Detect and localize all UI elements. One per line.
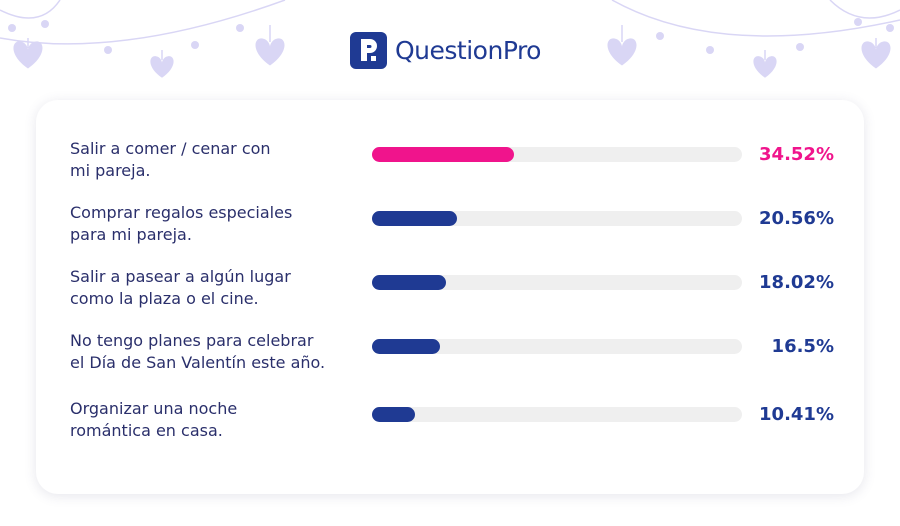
garland-string (0, 0, 61, 19)
bar (372, 407, 415, 422)
bar-track (372, 407, 742, 422)
bar-value-label: 18.02% (759, 272, 834, 293)
garland-bead (706, 46, 714, 54)
garland-right (607, 0, 900, 78)
logo-text: QuestionPro (395, 35, 541, 65)
bar-category-label: Salir a pasear a algún lugar como la pla… (70, 267, 291, 308)
questionpro-logo: QuestionPro (350, 31, 541, 69)
heart-icon (861, 41, 891, 69)
bar (372, 275, 446, 290)
garland-bead (796, 43, 804, 51)
garland-bead (41, 20, 49, 28)
heart-icon (13, 41, 43, 69)
chart-row: Salir a pasear a algún lugar como la pla… (36, 266, 864, 316)
heart-icon (753, 56, 777, 78)
bar-value-label: 20.56% (759, 208, 834, 229)
bar-track (372, 147, 742, 162)
chart-row: Comprar regalos especiales para mi parej… (36, 202, 864, 252)
bar-value-label: 34.52% (759, 144, 834, 165)
chart-row: Salir a comer / cenar con mi pareja. 34.5… (36, 138, 864, 188)
bar-value-label: 16.5% (771, 336, 834, 357)
bar-category-label: Salir a comer / cenar con mi pareja. (70, 139, 271, 180)
bar (372, 147, 514, 162)
bar-category-label: Comprar regalos especiales para mi parej… (70, 203, 293, 244)
results-card: Salir a comer / cenar con mi pareja. 34.5… (36, 100, 864, 494)
garland-bead (8, 24, 16, 32)
garland-string (0, 0, 286, 45)
garland-bead (854, 18, 862, 26)
chart-row: No tengo planes para celebrar el Día de … (36, 330, 864, 380)
heart-icon (255, 38, 285, 66)
garland-string (829, 0, 900, 19)
heart-icon (607, 38, 637, 66)
bar-category-label: No tengo planes para celebrar el Día de … (70, 331, 326, 372)
bar-category-label: Organizar una noche romántica en casa. (70, 399, 238, 440)
garland-bead (236, 24, 244, 32)
garland-bead (104, 46, 112, 54)
bar-value-label: 10.41% (759, 404, 834, 425)
bar (372, 339, 440, 354)
heart-garland-decoration (0, 0, 900, 78)
heart-icon (150, 56, 174, 78)
garland-bead (191, 41, 199, 49)
bar (372, 211, 457, 226)
bar-track (372, 211, 742, 226)
garland-bead (656, 32, 664, 40)
garland-bead (886, 24, 894, 32)
garland-string (611, 0, 900, 37)
chart-row: Organizar una noche romántica en casa. 10… (36, 398, 864, 448)
bar-track (372, 339, 742, 354)
garland-left (0, 0, 286, 78)
bar-track (372, 275, 742, 290)
questionpro-logo-icon (350, 31, 387, 69)
